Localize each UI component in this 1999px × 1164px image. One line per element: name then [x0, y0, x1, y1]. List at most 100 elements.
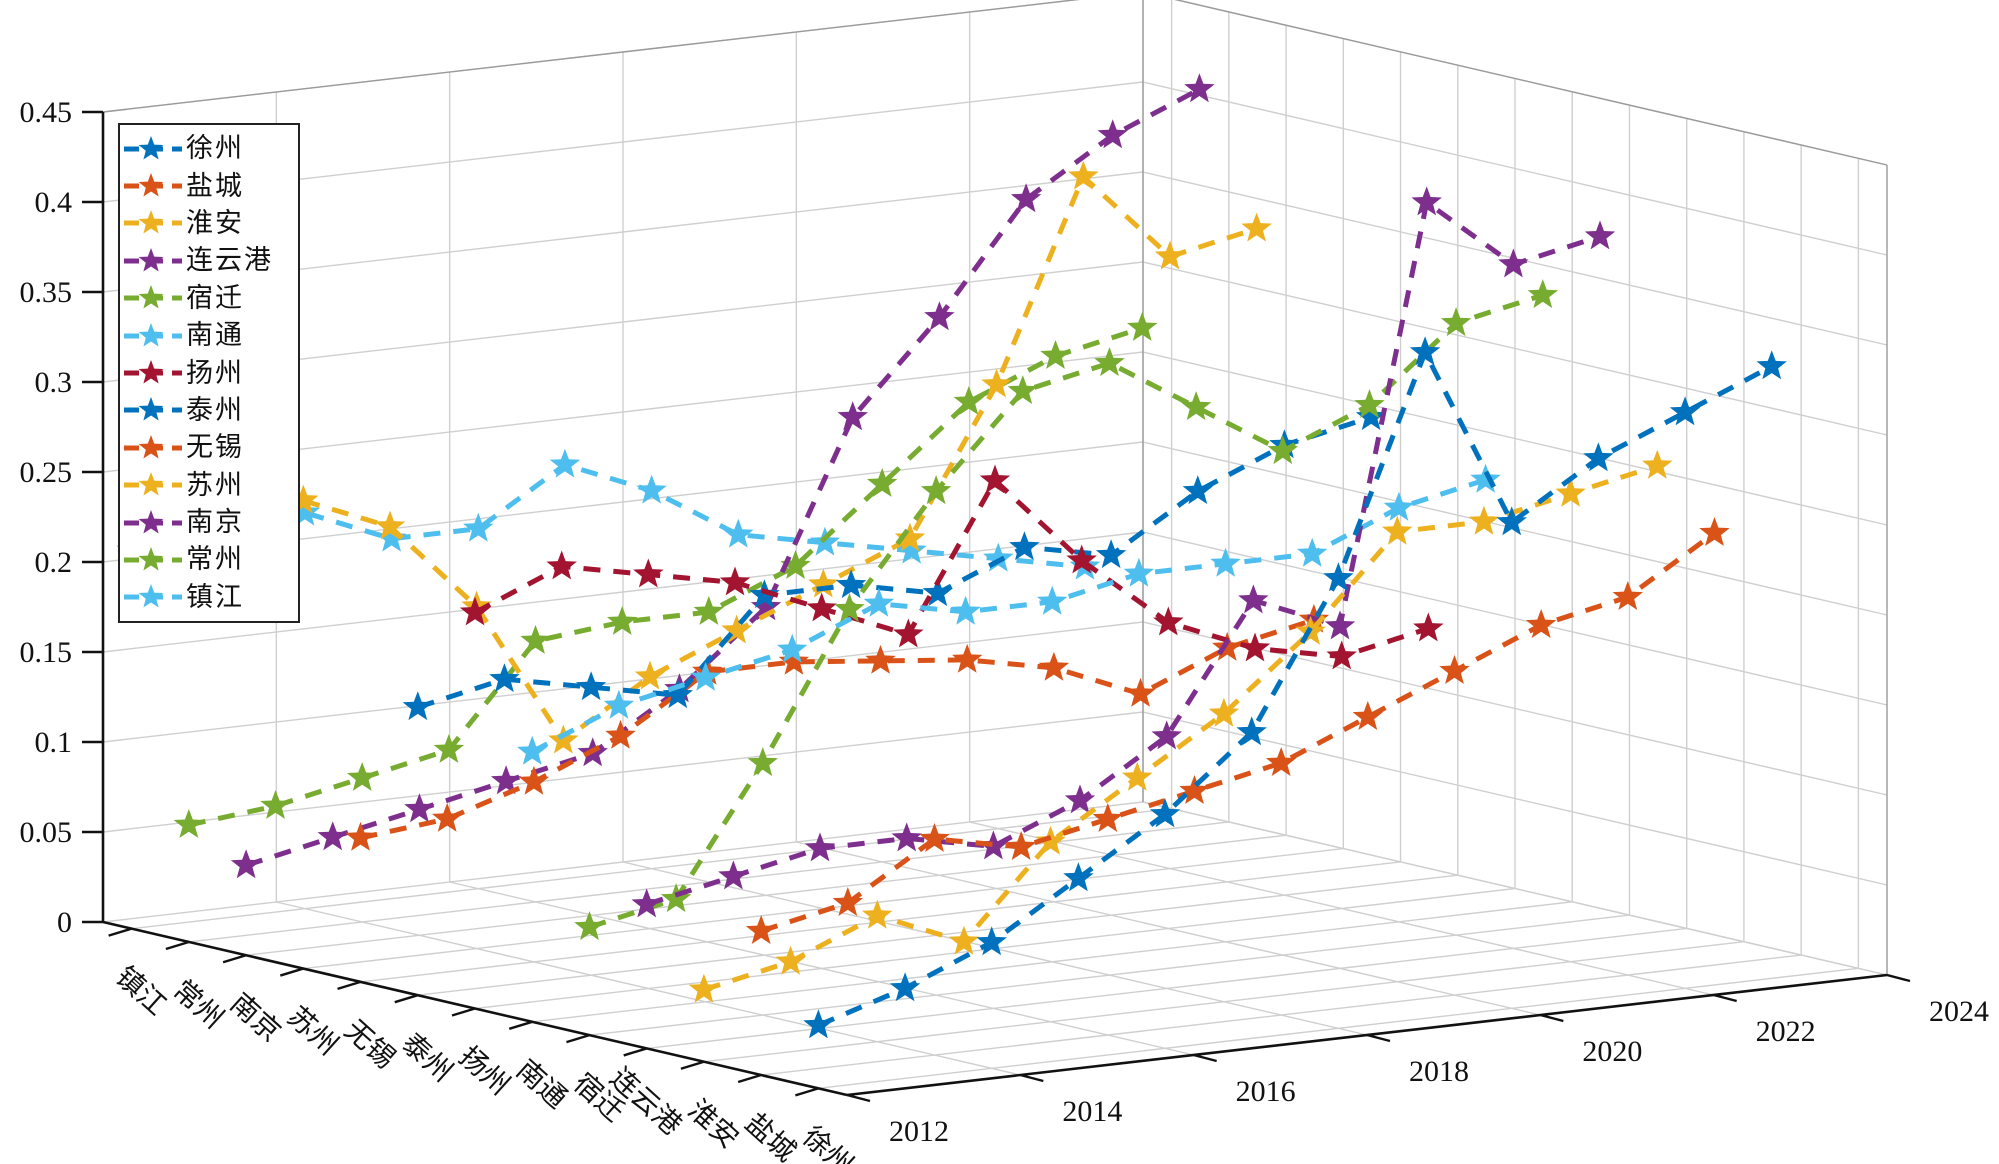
tick-label: 0.05 — [20, 816, 73, 849]
marker-star-nantong-icon — [1210, 547, 1241, 577]
marker-star-changzhou-icon — [693, 596, 725, 625]
marker-star-taizhou-icon — [1095, 539, 1127, 569]
marker-star-xuzhou-icon — [1149, 798, 1181, 828]
marker-star-lianyungang-icon — [804, 832, 836, 862]
axis-ticks — [82, 110, 1911, 1103]
tick-label: 常州 — [167, 974, 230, 1035]
marker-star-lianyungang-icon — [1584, 220, 1616, 250]
marker-star-yangzhou-icon — [719, 566, 751, 596]
tick-label: 2012 — [889, 1115, 949, 1148]
marker-star-nanjing-icon — [837, 401, 868, 431]
legend-marker-yangzhou-icon — [124, 360, 182, 384]
marker-star-zhenjiang-icon — [636, 474, 667, 504]
marker-star-yangzhou-icon — [893, 618, 924, 648]
series-xuzhou — [803, 336, 1787, 1039]
tick-label: 盐城 — [739, 1107, 802, 1164]
marker-star-nanjing-icon — [1097, 119, 1128, 149]
marker-star-xuzhou-icon — [1496, 506, 1527, 536]
tick-label: 0.3 — [35, 366, 73, 399]
marker-star-lianyungang-icon — [1151, 720, 1182, 750]
marker-star-yangzhou-icon — [806, 592, 837, 622]
marker-star-zhenjiang-icon — [896, 534, 927, 564]
marker-star-wuxi-icon — [432, 802, 463, 832]
marker-star-wuxi-icon — [778, 645, 810, 675]
marker-star-xuzhou-icon — [1756, 350, 1787, 380]
marker-star-suzhou-icon — [721, 614, 752, 644]
legend-marker-taizhou-icon — [124, 397, 182, 421]
legend-item-changzhou: 常州 — [120, 541, 298, 578]
marker-star-suzhou-icon — [894, 522, 926, 552]
marker-star-yancheng-icon — [1525, 609, 1557, 638]
marker-star-nantong-icon — [1470, 463, 1501, 493]
legend-item-zhenjiang: 镇江 — [120, 579, 298, 616]
marker-star-lianyungang-icon — [891, 822, 922, 852]
marker-star-yancheng-icon — [745, 915, 777, 944]
legend-label-nantong: 南通 — [186, 320, 244, 351]
marker-star-wuxi-icon — [952, 643, 983, 673]
marker-star-yangzhou-icon — [1239, 632, 1271, 662]
legend-label-suzhou: 苏州 — [186, 469, 244, 500]
marker-star-yancheng-icon — [832, 887, 863, 916]
marker-star-zhenjiang-icon — [723, 518, 754, 548]
tick-label: 0 — [57, 906, 72, 939]
marker-star-lianyungang-icon — [978, 830, 1009, 860]
legend-marker-suqian-icon — [124, 285, 182, 309]
legend-item-xuzhou: 徐州 — [120, 130, 298, 167]
marker-star-changzhou-icon — [433, 734, 465, 763]
marker-star-changzhou-icon — [1127, 312, 1158, 341]
marker-star-yancheng-icon — [1699, 517, 1730, 546]
marker-star-huaian-icon — [1122, 761, 1153, 791]
marker-star-taizhou-icon — [402, 691, 433, 721]
tick-label: 扬州 — [453, 1040, 516, 1101]
marker-star-huaian-icon — [1555, 477, 1586, 507]
legend-label-taizhou: 泰州 — [186, 394, 244, 425]
marker-star-taizhou-icon — [835, 569, 867, 599]
marker-star-changzhou-icon — [347, 762, 378, 791]
marker-star-yancheng-icon — [919, 823, 950, 852]
marker-star-wuxi-icon — [1038, 651, 1070, 681]
legend-item-suzhou: 苏州 — [120, 467, 298, 504]
marker-star-nanjing-icon — [1184, 73, 1215, 103]
marker-star-zhenjiang-icon — [463, 512, 494, 542]
tick-label: 0.15 — [20, 636, 73, 669]
legend-label-changzhou: 常州 — [186, 544, 244, 575]
legend-item-yangzhou: 扬州 — [120, 354, 298, 391]
tick-label: 2020 — [1582, 1035, 1642, 1068]
legend-marker-changzhou-icon — [124, 546, 182, 571]
marker-star-suzhou-icon — [288, 484, 319, 514]
marker-star-changzhou-icon — [173, 809, 205, 838]
marker-star-nantong-icon — [777, 633, 808, 663]
legend-label-suqian: 宿迁 — [186, 282, 244, 313]
marker-star-yangzhou-icon — [1066, 544, 1097, 574]
marker-star-suqian-icon — [1440, 307, 1472, 337]
marker-star-suzhou-icon — [634, 660, 666, 690]
legend-label-yangzhou: 扬州 — [186, 357, 244, 388]
marker-star-nanjing-icon — [404, 793, 435, 823]
marker-star-suqian-icon — [747, 747, 778, 777]
marker-star-taizhou-icon — [489, 663, 520, 693]
legend-marker-yancheng-icon — [124, 173, 182, 197]
marker-star-lianyungang-icon — [1411, 186, 1442, 216]
marker-star-suzhou-icon — [981, 368, 1012, 398]
marker-star-wuxi-icon — [518, 765, 550, 795]
marker-star-yangzhou-icon — [1153, 606, 1184, 636]
marker-star-changzhou-icon — [260, 790, 291, 819]
series-yangzhou — [459, 464, 1444, 670]
marker-star-nanjing-icon — [1010, 183, 1042, 213]
series-nantong — [517, 463, 1501, 765]
marker-star-nantong-icon — [517, 735, 548, 765]
marker-star-suqian-icon — [1354, 389, 1385, 419]
tick-label: 南京 — [224, 987, 287, 1048]
marker-star-huaian-icon — [1035, 825, 1066, 855]
marker-star-nanjing-icon — [230, 849, 262, 879]
marker-star-suqian-icon — [660, 883, 692, 913]
marker-star-suqian-icon — [1007, 375, 1038, 405]
marker-star-nanjing-icon — [490, 765, 522, 795]
legend-label-yancheng: 盐城 — [186, 170, 244, 201]
marker-star-lianyungang-icon — [1498, 248, 1529, 278]
series-suqian — [574, 279, 1558, 941]
tick-label: 0.25 — [20, 456, 73, 489]
marker-star-yangzhou-icon — [546, 550, 577, 580]
legend-marker-huaian-icon — [124, 210, 182, 234]
tick-label: 南通 — [510, 1054, 573, 1115]
